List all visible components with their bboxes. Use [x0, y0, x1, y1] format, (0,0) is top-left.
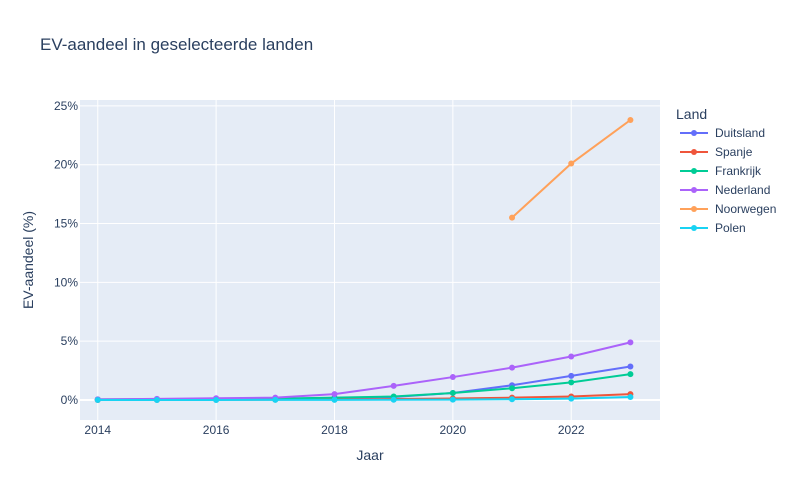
- series-polen: [94, 394, 634, 403]
- data-point-polen[interactable]: [568, 395, 575, 402]
- data-point-duitsland[interactable]: [568, 372, 575, 379]
- y-axis-ticks: 0% 5% 10% 15% 20% 25%: [54, 99, 78, 407]
- legend-swatch-marker: [691, 149, 697, 155]
- data-point-frankrijk[interactable]: [509, 385, 516, 392]
- data-point-noorwegen[interactable]: [627, 117, 634, 123]
- legend[interactable]: Duitsland Spanje Frankrijk Nederland Noorweg…: [680, 126, 776, 235]
- legend-swatch-marker: [691, 187, 697, 193]
- x-tick-label: 2022: [558, 423, 585, 437]
- legend-item-frankrijk[interactable]: Frankrijk: [680, 164, 762, 178]
- legend-label: Frankrijk: [715, 164, 762, 178]
- legend-item-noorwegen[interactable]: Noorwegen: [680, 202, 776, 216]
- data-point-noorwegen[interactable]: [568, 160, 575, 167]
- y-tick-label: 5%: [61, 334, 79, 348]
- data-point-nederland[interactable]: [568, 353, 575, 360]
- y-axis-title: EV-aandeel (%): [20, 211, 36, 309]
- legend-label: Spanje: [715, 145, 753, 159]
- series-line-nederland: [97, 341, 631, 401]
- data-point-polen[interactable]: [627, 394, 634, 401]
- data-point-nederland[interactable]: [509, 364, 516, 371]
- legend-label: Duitsland: [715, 126, 765, 140]
- y-tick-label: 25%: [54, 99, 78, 113]
- data-point-frankrijk[interactable]: [568, 379, 575, 386]
- legend-item-nederland[interactable]: Nederland: [680, 183, 770, 197]
- y-tick-label: 15%: [54, 217, 78, 231]
- data-point-noorwegen[interactable]: [509, 214, 516, 221]
- series-noorwegen: [509, 117, 634, 221]
- legend-title: Land: [676, 106, 707, 122]
- x-axis-title: Jaar: [356, 447, 384, 463]
- legend-label: Nederland: [715, 183, 770, 197]
- x-axis-ticks: 2014 2016 2018 2020 2022: [84, 423, 584, 437]
- x-tick-label: 2016: [203, 423, 230, 437]
- data-point-nederland[interactable]: [449, 374, 456, 381]
- plot-area: [80, 100, 660, 420]
- data-point-frankrijk[interactable]: [449, 389, 456, 396]
- data-point-polen[interactable]: [331, 396, 338, 403]
- legend-label: Noorwegen: [715, 202, 776, 216]
- x-tick-label: 2014: [84, 423, 111, 437]
- legend-swatch-marker: [691, 206, 697, 212]
- data-point-polen[interactable]: [153, 397, 160, 403]
- y-tick-label: 10%: [54, 275, 78, 289]
- series-layer: [94, 117, 634, 403]
- data-point-polen[interactable]: [390, 396, 397, 403]
- data-point-polen[interactable]: [509, 396, 516, 403]
- legend-label: Polen: [715, 221, 746, 235]
- legend-swatch-marker: [691, 130, 697, 136]
- legend-swatch-marker: [691, 225, 697, 231]
- data-point-frankrijk[interactable]: [627, 371, 634, 378]
- data-point-nederland[interactable]: [331, 391, 338, 398]
- legend-item-spanje[interactable]: Spanje: [680, 145, 753, 159]
- data-point-polen[interactable]: [272, 396, 279, 403]
- legend-item-polen[interactable]: Polen: [680, 221, 746, 235]
- data-point-polen[interactable]: [213, 397, 220, 403]
- legend-item-duitsland[interactable]: Duitsland: [680, 126, 765, 140]
- data-point-polen[interactable]: [449, 396, 456, 403]
- y-tick-label: 0%: [61, 393, 79, 407]
- data-point-duitsland[interactable]: [627, 363, 634, 370]
- legend-swatch-marker: [691, 168, 697, 174]
- data-point-nederland[interactable]: [390, 382, 397, 389]
- y-tick-label: 20%: [54, 158, 78, 172]
- x-tick-label: 2018: [321, 423, 348, 437]
- data-point-nederland[interactable]: [627, 339, 634, 346]
- x-tick-label: 2020: [440, 423, 467, 437]
- data-point-polen[interactable]: [94, 397, 101, 403]
- chart-title: EV-aandeel in geselecteerde landen: [40, 35, 313, 54]
- series-line-polen: [97, 396, 631, 401]
